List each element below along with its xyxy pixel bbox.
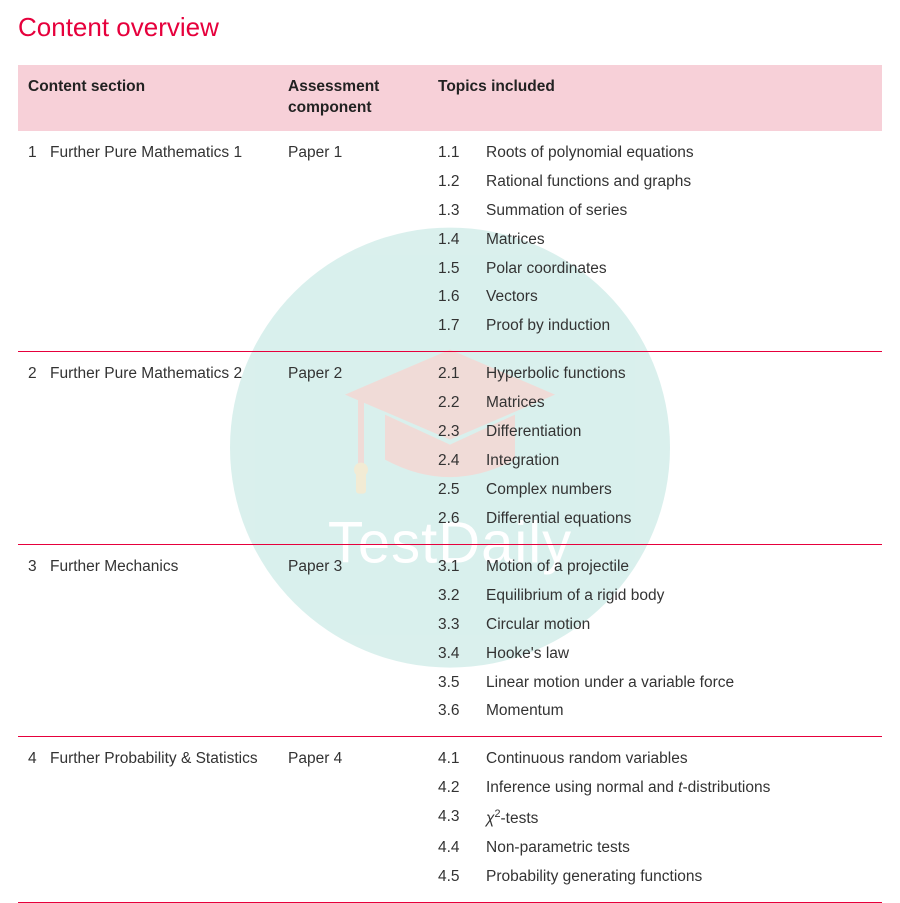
topic-id: 2.2 (438, 393, 476, 414)
topic-id: 1.6 (438, 287, 476, 308)
topic-id: 4.4 (438, 838, 476, 859)
topic-id: 4.5 (438, 867, 476, 888)
topic-label: Vectors (486, 287, 872, 308)
topic-label: Motion of a projectile (486, 557, 872, 578)
topic-id: 3.6 (438, 701, 476, 722)
topic-label: Complex numbers (486, 480, 872, 501)
topic-id: 1.3 (438, 201, 476, 222)
topic-id: 4.3 (438, 807, 476, 830)
topic-label: Equilibrium of a rigid body (486, 586, 872, 607)
section-number: 2 (18, 352, 40, 545)
section-number: 3 (18, 544, 40, 737)
topic-label: Circular motion (486, 615, 872, 636)
topic-label: Matrices (486, 393, 872, 414)
topic-label: Roots of polynomial equations (486, 143, 872, 164)
topic-id: 3.4 (438, 644, 476, 665)
section-name: Further Pure Mathematics 2 (40, 352, 278, 545)
assessment-component: Paper 4 (278, 737, 428, 903)
topics-cell: 4.1 Continuous random variables 4.2 Inferen… (428, 737, 882, 903)
topic-id: 1.7 (438, 316, 476, 337)
col-header-assessment: Assessment component (278, 65, 428, 131)
topic-label: Probability generating functions (486, 867, 872, 888)
section-number: 1 (18, 131, 40, 352)
topic-id: 4.1 (438, 749, 476, 770)
topic-label: Proof by induction (486, 316, 872, 337)
topic-label: Matrices (486, 230, 872, 251)
topic-id: 1.4 (438, 230, 476, 251)
topic-id: 3.5 (438, 673, 476, 694)
topic-label: Polar coordinates (486, 259, 872, 280)
topic-label: Hyperbolic functions (486, 364, 872, 385)
page-title: Content overview (18, 12, 882, 43)
table-row: 3Further MechanicsPaper 3 3.1 Motion of a … (18, 544, 882, 737)
topic-label: Continuous random variables (486, 749, 872, 770)
topic-id: 3.2 (438, 586, 476, 607)
section-name: Further Mechanics (40, 544, 278, 737)
content-overview-table: Content section Assessment component Top… (18, 65, 882, 903)
topic-id: 1.2 (438, 172, 476, 193)
topic-label: Linear motion under a variable force (486, 673, 872, 694)
topic-id: 3.3 (438, 615, 476, 636)
topic-id: 1.5 (438, 259, 476, 280)
topic-id: 1.1 (438, 143, 476, 164)
assessment-component: Paper 2 (278, 352, 428, 545)
topic-label: Non-parametric tests (486, 838, 872, 859)
section-name: Further Pure Mathematics 1 (40, 131, 278, 352)
assessment-component: Paper 1 (278, 131, 428, 352)
col-header-section: Content section (18, 65, 278, 131)
topics-cell: 2.1 Hyperbolic functions 2.2 Matrices 2.3 Dif… (428, 352, 882, 545)
section-number: 4 (18, 737, 40, 903)
col-header-topics: Topics included (428, 65, 882, 131)
topic-label: Integration (486, 451, 872, 472)
topic-id: 2.1 (438, 364, 476, 385)
topic-label: Inference using normal and t-distributio… (486, 778, 872, 799)
table-row: 2Further Pure Mathematics 2Paper 2 2.1 Hyp… (18, 352, 882, 545)
table-header-row: Content section Assessment component Top… (18, 65, 882, 131)
topics-cell: 1.1 Roots of polynomial equations 1.2 Ratio… (428, 131, 882, 352)
topic-label: Differential equations (486, 509, 872, 530)
topic-id: 2.4 (438, 451, 476, 472)
topic-label: Rational functions and graphs (486, 172, 872, 193)
topic-id: 2.5 (438, 480, 476, 501)
topic-id: 2.3 (438, 422, 476, 443)
topic-label: Momentum (486, 701, 872, 722)
topics-cell: 3.1 Motion of a projectile 3.2 Equilibrium … (428, 544, 882, 737)
assessment-component: Paper 3 (278, 544, 428, 737)
topic-label: Differentiation (486, 422, 872, 443)
table-row: 4Further Probability & StatisticsPaper 4… (18, 737, 882, 903)
section-name: Further Probability & Statistics (40, 737, 278, 903)
topic-label: Hooke's law (486, 644, 872, 665)
topic-label: Summation of series (486, 201, 872, 222)
topic-id: 4.2 (438, 778, 476, 799)
table-row: 1Further Pure Mathematics 1Paper 1 1.1 Roo… (18, 131, 882, 352)
topic-id: 3.1 (438, 557, 476, 578)
topic-id: 2.6 (438, 509, 476, 530)
topic-label: χ2-tests (486, 807, 872, 830)
